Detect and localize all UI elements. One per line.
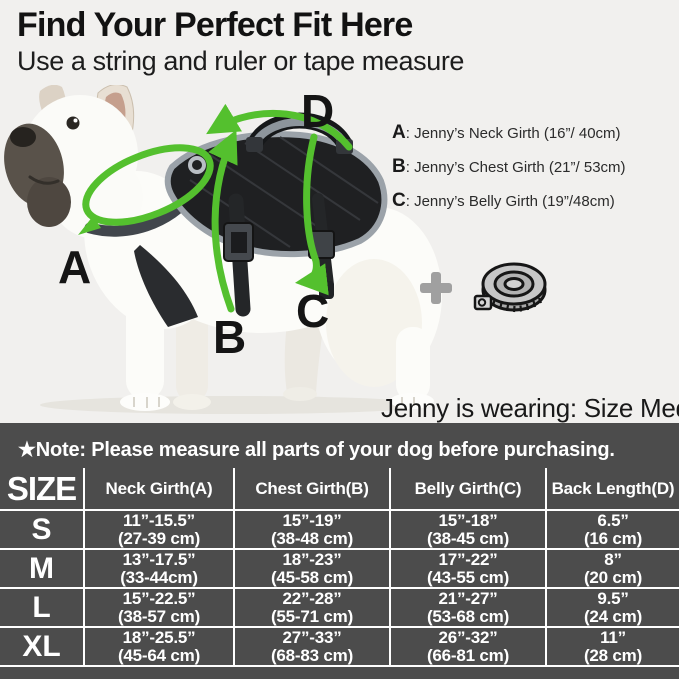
value-cm: (68-83 cm) bbox=[270, 645, 354, 665]
neck-girth-cell: 15”-22.5” (38-57 cm) bbox=[85, 589, 233, 626]
neck-girth-cell: 13”-17.5” (33-44cm) bbox=[85, 550, 233, 587]
legend-letter: C bbox=[392, 190, 406, 211]
size-cell: XL bbox=[0, 628, 83, 665]
value-cm: (53-68 cm) bbox=[426, 606, 510, 626]
dog-head bbox=[4, 85, 143, 239]
neck-arrowhead-icon bbox=[78, 216, 101, 235]
value-in: 17”-22” bbox=[438, 549, 498, 569]
col-header-size: SIZE bbox=[0, 468, 83, 509]
marker-d: D bbox=[301, 85, 335, 137]
value-in: 15”-19” bbox=[282, 510, 342, 530]
value-cm: (45-58 cm) bbox=[270, 567, 354, 587]
ground-shadow bbox=[40, 396, 430, 414]
size-cell: S bbox=[0, 511, 83, 548]
value-cm: (66-81 cm) bbox=[426, 645, 510, 665]
size-cell: M bbox=[0, 550, 83, 587]
value-in: 6.5” bbox=[597, 510, 629, 530]
value-in: 21”-27” bbox=[438, 588, 498, 608]
marker-c: C bbox=[296, 285, 330, 337]
page-title: Find Your Perfect Fit Here bbox=[17, 6, 413, 44]
value-in: 27”-33” bbox=[282, 627, 342, 647]
value-in: 15”-18” bbox=[438, 510, 498, 530]
chest-girth-cell: 18”-23” (45-58 cm) bbox=[235, 550, 389, 587]
belly-girth-cell: 26”-32” (66-81 cm) bbox=[391, 628, 545, 665]
page-subtitle: Use a string and ruler or tape measure bbox=[17, 46, 465, 76]
col-header-back-length: Back Length(D) bbox=[547, 468, 679, 509]
chest-girth-cell: 27”-33” (68-83 cm) bbox=[235, 628, 389, 665]
belly-girth-cell: 21”-27” (53-68 cm) bbox=[391, 589, 545, 626]
value-in: 11”-15.5” bbox=[123, 510, 195, 530]
plus-icon bbox=[420, 272, 452, 304]
col-header-belly-girth: Belly Girth(C) bbox=[391, 468, 545, 509]
col-header-chest-girth: Chest Girth(B) bbox=[235, 468, 389, 509]
legend-text: : Jenny’s Chest Girth (21”/ 53cm) bbox=[405, 159, 626, 176]
value-cm: (38-45 cm) bbox=[426, 528, 510, 548]
value-in: 11” bbox=[600, 627, 626, 647]
legend-item-neck: A: Jenny’s Neck Girth (16”/ 40cm) bbox=[392, 122, 662, 143]
value-in: 13”-17.5” bbox=[122, 549, 196, 569]
legend-letter: B bbox=[392, 156, 406, 177]
back-length-cell: 11” (28 cm) bbox=[547, 628, 679, 665]
value-cm: (27-39 cm) bbox=[117, 528, 201, 548]
back-length-cell: 8” (20 cm) bbox=[547, 550, 679, 587]
value-in: 18”-25.5” bbox=[122, 627, 196, 647]
wearing-line: Jenny is wearing: Size Medium bbox=[381, 393, 679, 423]
value-in: 26”-32” bbox=[438, 627, 498, 647]
value-cm: (38-48 cm) bbox=[270, 528, 354, 548]
chest-girth-arrow bbox=[208, 129, 238, 313]
col-header-neck-girth: Neck Girth(A) bbox=[85, 468, 233, 509]
back-length-arrow bbox=[206, 103, 353, 151]
chest-girth-cell: 15”-19” (38-48 cm) bbox=[235, 511, 389, 548]
leash-ring-icon bbox=[188, 156, 206, 174]
legend-text: : Jenny’s Neck Girth (16”/ 40cm) bbox=[405, 125, 621, 142]
marker-a: A bbox=[58, 241, 92, 293]
value-cm: (43-55 cm) bbox=[426, 567, 510, 587]
tape-measure-icon bbox=[473, 262, 547, 313]
note-text: ★Note: Please measure all parts of your … bbox=[18, 439, 615, 461]
size-cell: L bbox=[0, 589, 83, 626]
belly-girth-arrow bbox=[294, 133, 329, 296]
legend-item-chest: B: Jenny’s Chest Girth (21”/ 53cm) bbox=[392, 156, 662, 177]
legend-text: : Jenny’s Belly Girth (19”/48cm) bbox=[405, 193, 615, 210]
value-cm: (24 cm) bbox=[583, 606, 643, 626]
neck-girth-cell: 18”-25.5” (45-64 cm) bbox=[85, 628, 233, 665]
size-table: SIZE Neck Girth(A) Chest Girth(B) Belly … bbox=[0, 468, 679, 667]
measurement-legend: A: Jenny’s Neck Girth (16”/ 40cm) B: Jen… bbox=[392, 122, 662, 224]
value-in: 22”-28” bbox=[282, 588, 342, 608]
value-cm: (38-57 cm) bbox=[117, 606, 201, 626]
value-cm: (28 cm) bbox=[583, 645, 643, 665]
neck-girth-cell: 11”-15.5” (27-39 cm) bbox=[85, 511, 233, 548]
legend-letter: A bbox=[392, 122, 406, 143]
value-in: 9.5” bbox=[597, 588, 629, 608]
value-in: 18”-23” bbox=[282, 549, 342, 569]
back-length-cell: 6.5” (16 cm) bbox=[547, 511, 679, 548]
marker-b: B bbox=[213, 311, 247, 363]
note-and-size-table: ★Note: Please measure all parts of your … bbox=[0, 423, 679, 679]
value-in: 15”-22.5” bbox=[122, 588, 196, 608]
value-cm: (20 cm) bbox=[583, 567, 643, 587]
belly-girth-cell: 15”-18” (38-45 cm) bbox=[391, 511, 545, 548]
value-cm: (33-44cm) bbox=[120, 567, 198, 587]
dog-harness-photo bbox=[4, 85, 442, 414]
value-cm: (45-64 cm) bbox=[117, 645, 201, 665]
value-in: 8” bbox=[604, 549, 622, 569]
value-cm: (16 cm) bbox=[583, 528, 643, 548]
back-length-cell: 9.5” (24 cm) bbox=[547, 589, 679, 626]
legend-item-belly: C: Jenny’s Belly Girth (19”/48cm) bbox=[392, 190, 662, 211]
belly-girth-cell: 17”-22” (43-55 cm) bbox=[391, 550, 545, 587]
measure-arrows bbox=[78, 103, 353, 313]
value-cm: (55-71 cm) bbox=[270, 606, 354, 626]
chest-girth-cell: 22”-28” (55-71 cm) bbox=[235, 589, 389, 626]
